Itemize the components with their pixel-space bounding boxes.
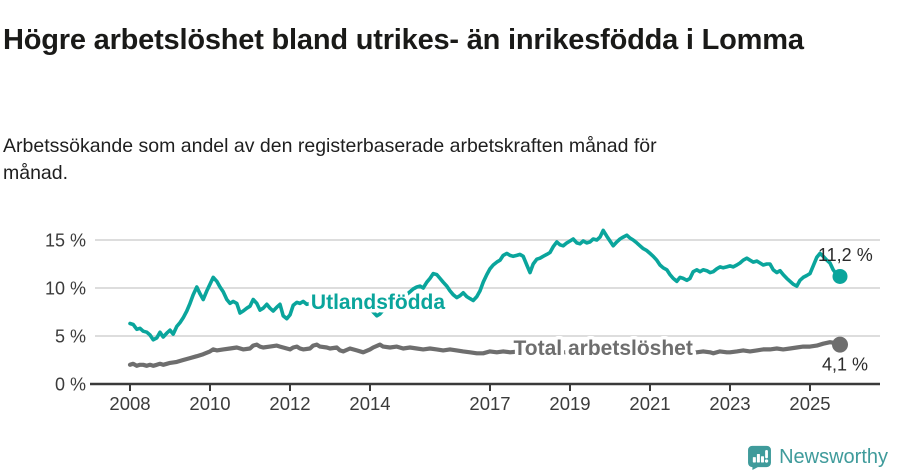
series-inline-label-utlandsfodda: Utlandsfödda	[311, 291, 445, 314]
series-line-utlandsfodda	[128, 228, 842, 342]
series-end-value-total-arbetsloshet: 4,1 %	[822, 355, 868, 375]
x-axis-tick-label: 2014	[349, 393, 390, 414]
x-axis-tick-label: 2025	[789, 393, 830, 414]
series-line-total-arbetsloshet	[127, 340, 843, 368]
series-end-dot-total-arbetsloshet	[832, 336, 848, 353]
newsworthy-brand-name: Newsworthy	[779, 446, 888, 468]
y-axis-tick-label: 5 %	[55, 327, 86, 347]
x-axis-tick-label: 2019	[549, 393, 590, 414]
newsworthy-logo: Newsworthy	[747, 445, 888, 470]
x-axis-tick-label: 2023	[709, 393, 750, 414]
y-axis-tick-label: 0 %	[55, 375, 86, 395]
x-axis-tick-label: 2021	[629, 393, 670, 414]
x-axis-tick-label: 2010	[189, 393, 230, 414]
x-axis-tick-label: 2008	[109, 393, 150, 414]
series-end-value-utlandsfodda: 11,2 %	[818, 245, 873, 265]
newsworthy-bubble-chart-icon	[747, 445, 772, 470]
y-axis-tick-label: 15 %	[45, 231, 86, 251]
chart-subtitle: Arbetssökande som andel av den registerb…	[3, 134, 657, 184]
x-axis-tick-label: 2012	[269, 393, 310, 414]
series-inline-label-total-arbetsloshet: Total arbetslöshet	[514, 337, 693, 360]
series-end-dot-utlandsfodda	[832, 268, 848, 284]
x-axis-tick-label: 2017	[469, 393, 510, 414]
chart-title: Högre arbetslöshet bland utrikes- än inr…	[3, 24, 804, 57]
y-axis-tick-label: 10 %	[45, 279, 86, 299]
